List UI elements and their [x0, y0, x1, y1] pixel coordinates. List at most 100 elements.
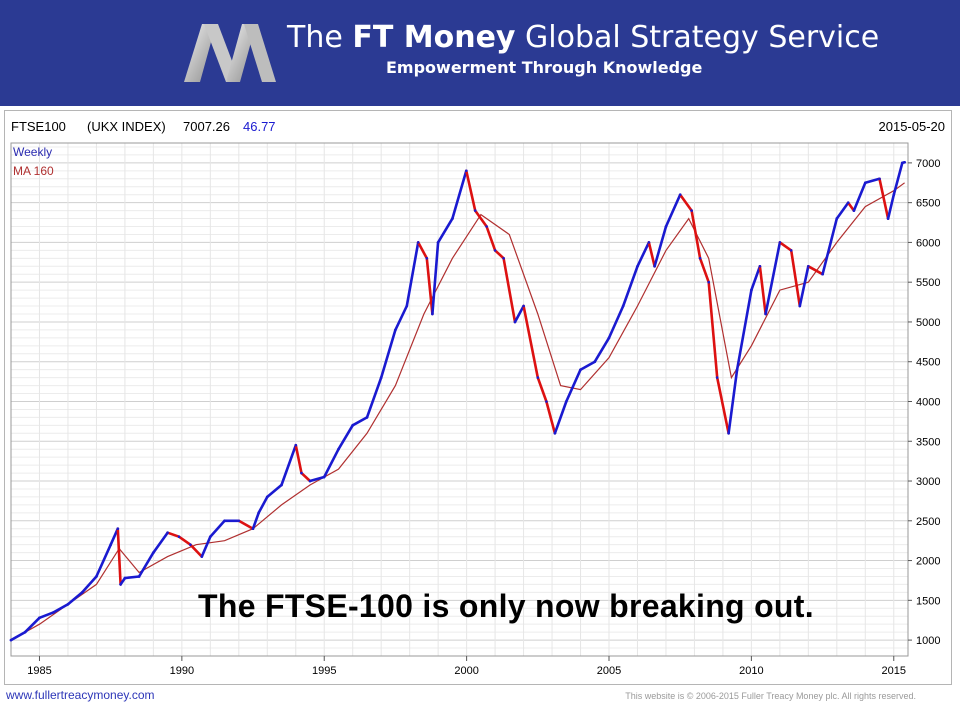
y-tick-label: 6000	[916, 237, 940, 249]
price-point	[209, 535, 212, 538]
banner-title: The FT Money Global Strategy Service	[287, 20, 879, 56]
ma-160-line	[10, 182, 905, 641]
price-point	[636, 265, 639, 268]
price-segment	[300, 471, 312, 483]
price-point	[647, 241, 651, 244]
price-segment	[189, 543, 204, 558]
price-segment	[502, 257, 517, 324]
price-point	[886, 217, 890, 220]
price-point	[715, 376, 719, 379]
price-segment	[137, 551, 155, 578]
price-point	[137, 575, 141, 578]
price-segment	[579, 360, 597, 372]
price-point	[565, 400, 568, 403]
banner-title-bold: FT Money	[352, 20, 516, 55]
price-point	[257, 511, 260, 515]
price-segment	[116, 527, 122, 586]
banner: The FT Money Global Strategy Service Emp…	[0, 0, 960, 106]
price-point	[690, 209, 693, 212]
price-point	[735, 368, 739, 372]
y-tick-label: 1500	[916, 595, 940, 607]
price-segment	[209, 519, 226, 539]
price-segment	[473, 209, 488, 228]
price-point	[123, 576, 127, 580]
price-segment	[436, 217, 454, 244]
price-segment	[464, 169, 477, 212]
y-tick-label: 1000	[916, 635, 940, 647]
price-segment	[405, 241, 420, 308]
price-point	[119, 583, 122, 586]
x-tick-label: 1990	[170, 665, 194, 677]
chart-last-value: 7007.26	[183, 119, 230, 134]
price-segment	[636, 241, 651, 268]
price-segment	[707, 280, 719, 379]
y-axis: 1000 1500 2000 2500 3000 3500 4000 4500 5000 5500…	[908, 158, 940, 647]
legend-weekly: Weekly	[13, 145, 52, 159]
price-point	[280, 483, 283, 487]
price-segment	[735, 288, 753, 372]
price-segment	[394, 304, 409, 332]
x-tick-label: 2015	[882, 665, 906, 677]
price-point	[798, 304, 802, 308]
footer-copyright: This website is © 2006-2015 Fuller Treac…	[625, 691, 916, 701]
price-segment	[251, 511, 260, 531]
banner-title-suffix: Global Strategy Service	[515, 20, 880, 55]
price-segment	[513, 304, 525, 324]
price-segment	[237, 519, 255, 531]
price-segment	[337, 423, 355, 451]
price-segment	[564, 368, 582, 403]
y-tick-label: 2000	[916, 556, 940, 568]
price-point	[9, 638, 13, 642]
price-point	[707, 280, 710, 284]
price-segment	[95, 543, 112, 578]
y-tick-label: 5000	[916, 317, 940, 329]
price-segment	[379, 328, 397, 379]
price-point	[789, 249, 793, 252]
price-segment	[493, 249, 505, 260]
price-segment	[835, 201, 850, 220]
price-point	[80, 591, 84, 594]
chart-index-name: (UKX INDEX)	[87, 119, 166, 134]
price-point	[473, 209, 477, 212]
price-segment	[698, 257, 711, 284]
price-point	[892, 193, 896, 196]
price-segment	[607, 304, 625, 340]
price-point	[664, 225, 668, 228]
price-segment	[758, 265, 767, 316]
price-segment	[678, 193, 693, 212]
price-point	[394, 328, 397, 332]
price-point	[308, 479, 312, 483]
price-point	[52, 611, 55, 614]
price-point	[189, 543, 192, 546]
price-segment	[621, 265, 639, 308]
price-segment	[109, 527, 120, 547]
footer-url-link[interactable]: www.fullertreacymoney.com	[6, 688, 155, 702]
price-point	[764, 312, 767, 316]
chart-change: 46.77	[243, 119, 276, 134]
price-point	[152, 551, 155, 554]
price-segment	[545, 400, 557, 435]
chart-grid	[10, 142, 909, 657]
price-segment	[750, 265, 762, 292]
price-point	[223, 519, 226, 523]
price-segment	[886, 193, 896, 220]
y-tick-label: 6500	[916, 198, 940, 210]
price-point	[727, 432, 730, 435]
price-point	[337, 447, 340, 451]
price-segment	[798, 265, 810, 308]
price-segment	[280, 443, 298, 487]
price-point	[266, 495, 269, 499]
y-tick-label: 5500	[916, 277, 940, 289]
price-point	[698, 257, 702, 260]
banner-title-prefix: The	[287, 20, 353, 55]
price-series-layer	[9, 160, 906, 642]
ftse-chart: 1000 1500 2000 2500 3000 3500 4000 4500 5000 5500…	[9, 119, 945, 677]
price-point	[864, 181, 867, 185]
price-point	[778, 241, 782, 244]
price-point	[678, 193, 682, 196]
price-segment	[23, 616, 41, 634]
price-point	[431, 312, 434, 316]
ma-line-layer	[10, 182, 905, 641]
price-segment	[431, 241, 440, 316]
x-tick-label: 2005	[597, 665, 621, 677]
